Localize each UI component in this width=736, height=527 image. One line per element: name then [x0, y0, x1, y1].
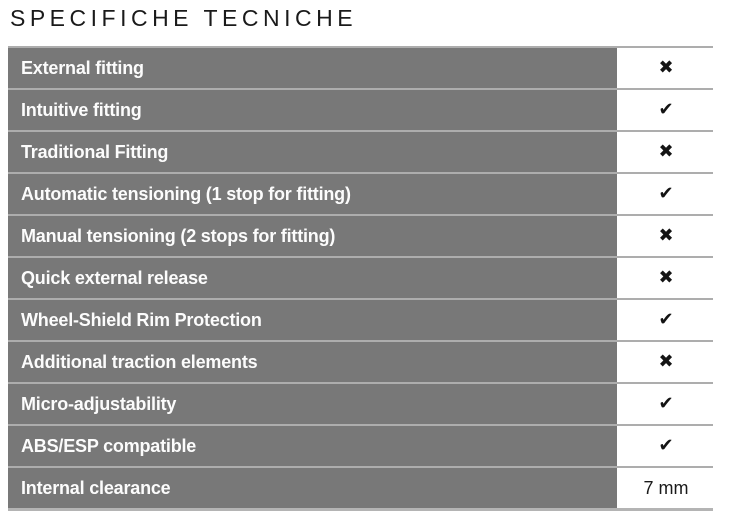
table-row: Automatic tensioning (1 stop for fitting… [8, 174, 713, 216]
row-label: Wheel-Shield Rim Protection [8, 300, 619, 340]
row-label: Intuitive fitting [8, 90, 619, 130]
row-label: Quick external release [8, 258, 619, 298]
cross-icon: ✖ [658, 351, 674, 372]
row-label: Additional traction elements [8, 342, 619, 382]
row-value-cell: ✖ [619, 132, 713, 172]
row-label: Manual tensioning (2 stops for fitting) [8, 216, 619, 256]
table-row: Micro-adjustability ✔ [8, 384, 713, 426]
check-icon: ✔ [658, 435, 674, 456]
row-label: External fitting [8, 48, 619, 88]
row-value-cell: ✖ [619, 258, 713, 298]
row-value: 7 mm [643, 478, 689, 498]
row-label: ABS/ESP compatible [8, 426, 619, 466]
table-row: ABS/ESP compatible ✔ [8, 426, 713, 468]
row-label: Micro-adjustability [8, 384, 619, 424]
row-value-cell: 7 mm [619, 468, 713, 508]
page-title: SPECIFICHE TECNICHE [10, 5, 358, 31]
table-row: Wheel-Shield Rim Protection ✔ [8, 300, 713, 342]
check-icon: ✔ [658, 393, 674, 414]
row-value-cell: ✔ [619, 90, 713, 130]
table-row: External fitting ✖ [8, 48, 713, 90]
row-value-cell: ✖ [619, 48, 713, 88]
row-label: Traditional Fitting [8, 132, 619, 172]
check-icon: ✔ [658, 99, 674, 120]
row-value-cell: ✔ [619, 300, 713, 340]
table-row: Intuitive fitting ✔ [8, 90, 713, 132]
spec-table: External fitting ✖ Intuitive fitting ✔ T… [8, 46, 713, 511]
cross-icon: ✖ [658, 225, 674, 246]
cross-icon: ✖ [658, 267, 674, 288]
cross-icon: ✖ [658, 57, 674, 78]
check-icon: ✔ [658, 183, 674, 204]
table-row: Additional traction elements ✖ [8, 342, 713, 384]
table-row: Quick external release ✖ [8, 258, 713, 300]
row-label: Automatic tensioning (1 stop for fitting… [8, 174, 619, 214]
table-row: Manual tensioning (2 stops for fitting) … [8, 216, 713, 258]
table-row: Internal clearance 7 mm [8, 468, 713, 508]
table-row: Traditional Fitting ✖ [8, 132, 713, 174]
row-value-cell: ✔ [619, 426, 713, 466]
row-label: Internal clearance [8, 468, 619, 508]
check-icon: ✔ [658, 309, 674, 330]
cross-icon: ✖ [658, 141, 674, 162]
row-value-cell: ✖ [619, 216, 713, 256]
row-value-cell: ✔ [619, 384, 713, 424]
row-value-cell: ✔ [619, 174, 713, 214]
row-value-cell: ✖ [619, 342, 713, 382]
